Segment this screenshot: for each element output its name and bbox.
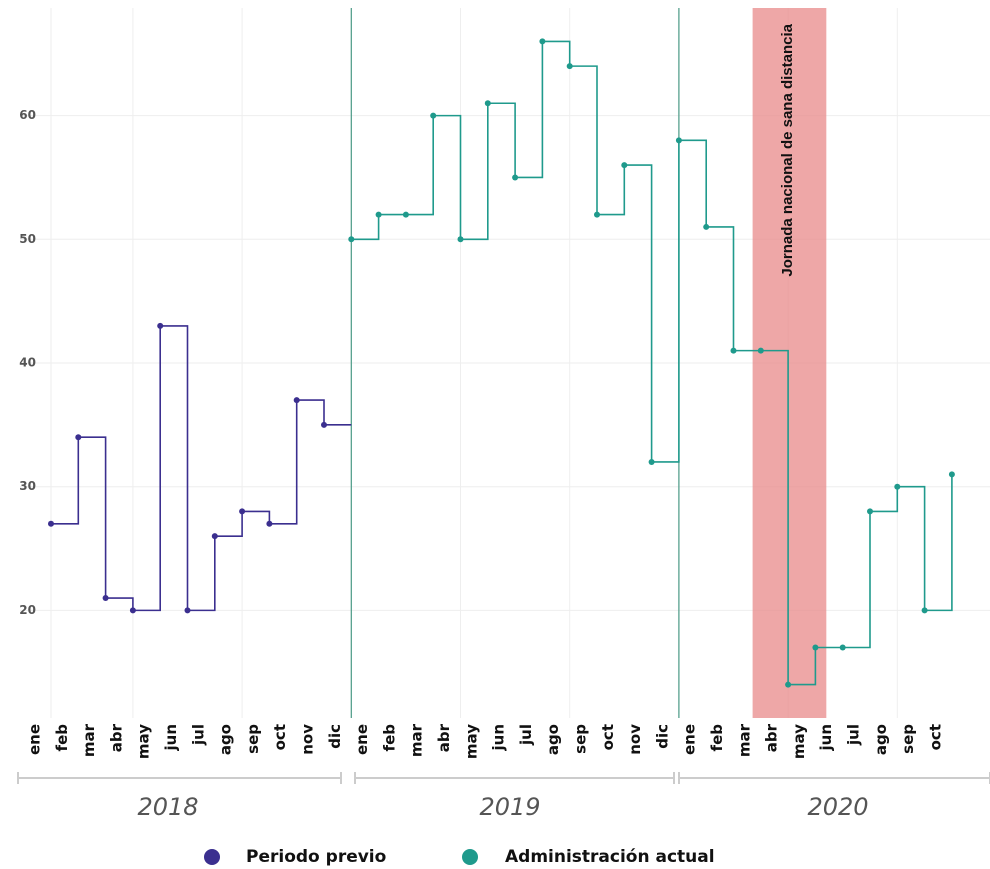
point	[512, 174, 519, 181]
x-tick-label: jun	[490, 724, 508, 752]
point	[430, 112, 437, 119]
y-tick-label: 50	[19, 232, 36, 246]
point	[648, 458, 655, 465]
x-tick-label: nov	[626, 724, 644, 755]
highlight-band	[752, 8, 827, 718]
point	[375, 211, 382, 218]
x-tick-label: abr	[435, 723, 453, 752]
point	[566, 63, 573, 70]
point	[675, 137, 682, 144]
y-tick-label: 30	[19, 479, 36, 493]
point	[102, 595, 109, 602]
point	[812, 644, 819, 651]
x-tick-label: feb	[380, 724, 398, 752]
x-tick-label: dic	[326, 724, 344, 749]
point	[75, 434, 82, 441]
x-tick-label: abr	[763, 723, 781, 752]
x-tick-label: oct	[926, 724, 944, 750]
x-tick-label: jul	[845, 724, 863, 746]
x-tick-label: nov	[299, 724, 317, 755]
x-tick-label: abr	[107, 723, 125, 752]
point	[239, 508, 246, 515]
point	[293, 397, 300, 404]
point	[539, 38, 546, 45]
point	[48, 520, 54, 527]
legend-swatch	[462, 849, 478, 865]
x-tick-label: sep	[572, 724, 590, 754]
annotation: Jornada nacional de sana distancia	[779, 23, 796, 276]
point	[484, 100, 491, 107]
point	[894, 483, 901, 490]
y-tick-label: 60	[19, 108, 36, 122]
x-tick-label: oct	[599, 724, 617, 750]
x-tick-label: ene	[681, 724, 699, 755]
legend-swatch	[204, 849, 220, 865]
x-tick-label: jul	[189, 724, 207, 746]
x-tick-label: may	[462, 724, 480, 759]
x-tick-label: mar	[408, 723, 426, 757]
x-tick-label: mar	[735, 723, 753, 757]
point	[703, 223, 710, 230]
x-tick-label: dic	[653, 724, 671, 749]
x-tick-label: jul	[517, 724, 535, 746]
year-label: 2018	[137, 793, 198, 821]
point	[757, 347, 764, 354]
x-tick-label: may	[790, 724, 808, 759]
x-tick-label: feb	[53, 724, 71, 752]
legend-label: Administración actual	[505, 847, 715, 867]
x-tick-label: may	[135, 724, 153, 759]
x-tick-label: jun	[162, 724, 180, 752]
point	[730, 347, 737, 354]
point	[348, 236, 355, 243]
point	[948, 471, 955, 478]
point	[266, 520, 273, 527]
x-tick-label: ago	[217, 724, 235, 755]
x-tick-label: sep	[899, 724, 917, 754]
x-tick-label: ago	[872, 724, 890, 755]
y-tick-label: 20	[19, 603, 36, 617]
point	[785, 681, 792, 688]
point	[921, 607, 928, 614]
x-tick-label: feb	[708, 724, 726, 752]
point	[157, 322, 164, 329]
y-tick-label: 40	[19, 356, 36, 370]
point	[457, 236, 464, 243]
point	[129, 607, 136, 614]
x-tick-label: ago	[544, 724, 562, 755]
x-tick-label: ene	[353, 724, 371, 755]
x-tick-label: ene	[26, 724, 44, 755]
point	[594, 211, 600, 218]
step-line	[51, 325, 352, 612]
point	[839, 644, 846, 651]
point	[621, 162, 628, 169]
year-label: 2019	[479, 793, 540, 821]
legend-label: Periodo previo	[246, 847, 386, 867]
point	[867, 508, 873, 515]
point	[211, 533, 218, 540]
point	[184, 607, 191, 614]
step-line	[351, 40, 953, 686]
x-tick-label: jun	[817, 724, 835, 752]
x-tick-label: oct	[271, 724, 289, 750]
x-tick-label: mar	[80, 723, 98, 757]
year-label: 2020	[807, 793, 868, 821]
point	[321, 421, 327, 428]
x-tick-label: sep	[244, 724, 262, 754]
point	[402, 211, 409, 218]
